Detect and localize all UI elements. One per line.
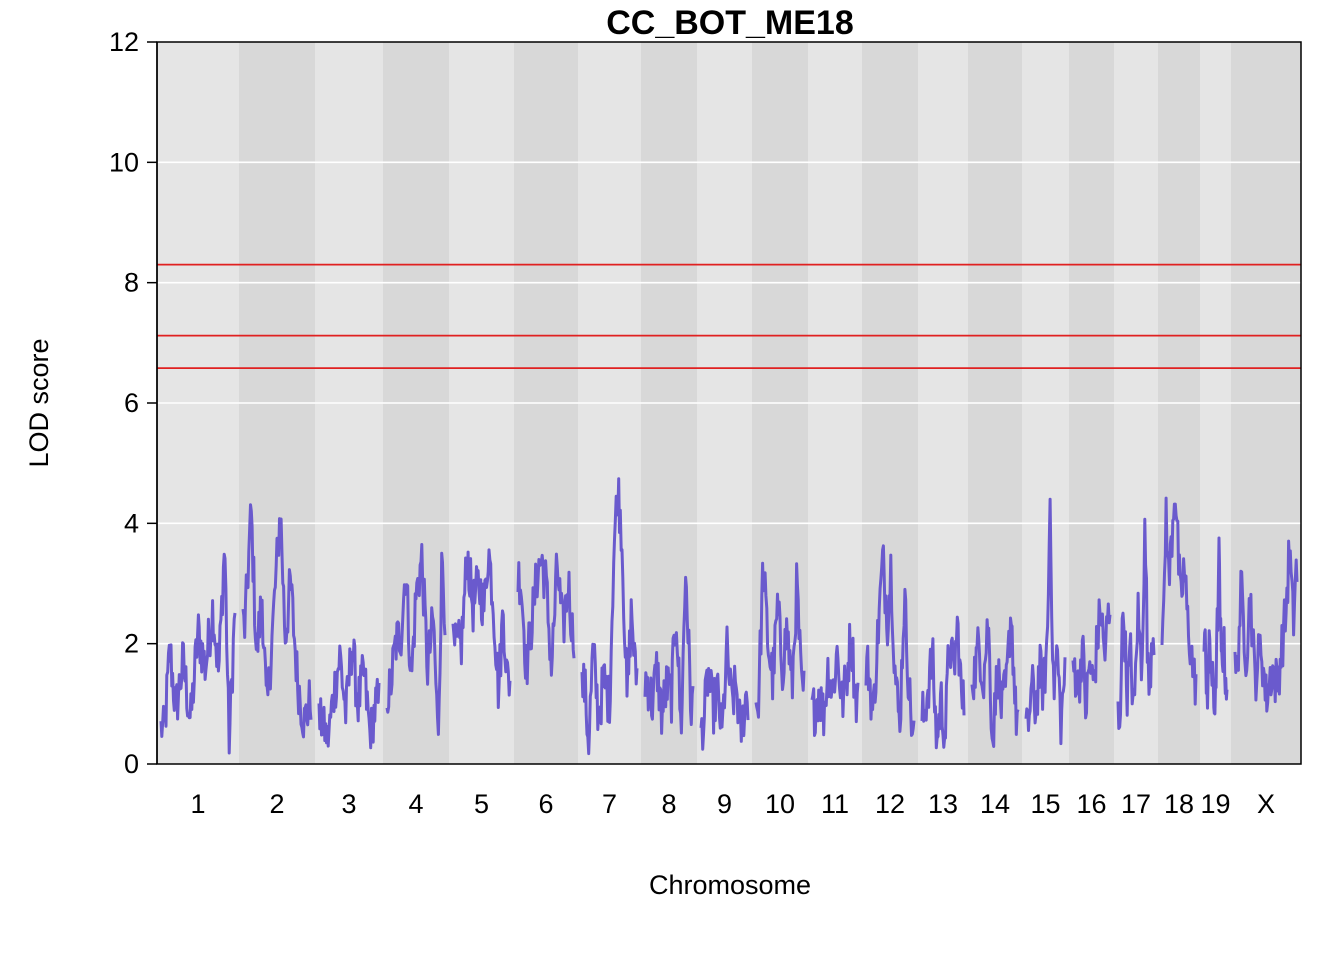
x-tick-label: 5 — [474, 789, 489, 819]
x-tick-label: 8 — [661, 789, 676, 819]
x-axis: 1 2 3 4 5 6 7 8 9 10 11 12 13 14 15 16 17 18 19 X — [190, 789, 1275, 819]
chart-title: CC_BOT_ME18 — [606, 4, 854, 42]
y-tick-label: 12 — [109, 27, 139, 57]
y-axis-label: LOD score — [24, 338, 54, 467]
x-axis-label: Chromosome — [649, 870, 811, 900]
x-tick-label: 4 — [408, 789, 423, 819]
x-tick-label: 2 — [269, 789, 284, 819]
x-tick-label: 10 — [765, 789, 795, 819]
y-tick-label: 10 — [109, 147, 139, 177]
y-tick-label: 2 — [124, 629, 139, 659]
y-tick-label: 8 — [124, 268, 139, 298]
y-tick-label: 0 — [124, 749, 139, 779]
x-tick-label: 13 — [928, 789, 958, 819]
x-tick-label: 7 — [602, 789, 617, 819]
x-tick-label: 3 — [341, 789, 356, 819]
x-tick-label: 18 — [1164, 789, 1194, 819]
y-axis: 0 2 4 6 8 10 12 — [109, 27, 158, 779]
x-tick-label: 12 — [875, 789, 905, 819]
x-tick-label: 11 — [821, 789, 849, 819]
y-tick-label: 6 — [124, 388, 139, 418]
x-tick-label: 9 — [717, 789, 732, 819]
x-tick-label: X — [1257, 789, 1275, 819]
x-tick-label: 16 — [1076, 789, 1106, 819]
threshold-lines — [157, 263, 1301, 370]
x-tick-label: 17 — [1121, 789, 1151, 819]
x-tick-label: 1 — [190, 789, 205, 819]
y-tick-label: 4 — [124, 508, 139, 538]
x-tick-label: 15 — [1030, 789, 1060, 819]
x-tick-label: 14 — [980, 789, 1010, 819]
x-tick-label: 19 — [1200, 789, 1230, 819]
x-tick-label: 6 — [538, 789, 553, 819]
lod-curve — [159, 477, 1299, 756]
